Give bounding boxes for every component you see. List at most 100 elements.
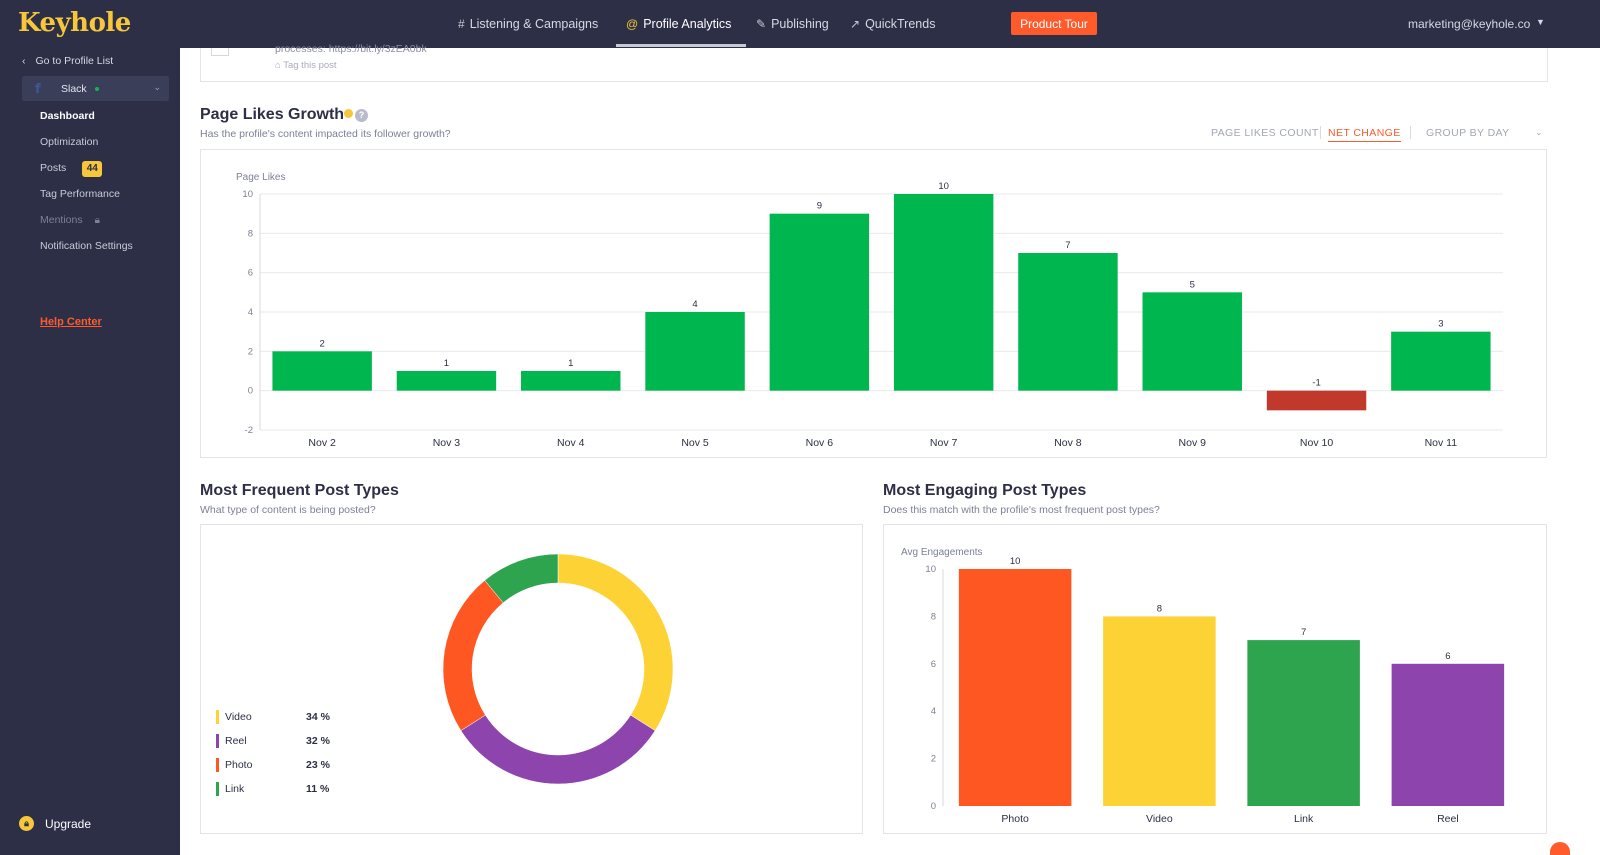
sidebar-item-optimization[interactable]: Optimization	[40, 136, 99, 148]
nav-profile-analytics[interactable]: @ Profile Analytics	[626, 0, 731, 48]
chat-widget-button[interactable]	[1550, 842, 1570, 855]
help-icon[interactable]: ?	[355, 109, 369, 122]
donut-slice	[484, 553, 559, 604]
chevron-left-icon: ‹	[22, 55, 26, 67]
lock-icon: 🔒︎	[19, 816, 34, 831]
page-likes-title-row: Page Likes Growth?	[200, 106, 369, 124]
y-tick-label: 6	[931, 659, 936, 670]
x-tick-label: Reel	[1437, 813, 1459, 825]
bar	[769, 213, 870, 391]
back-label: Go to Profile List	[35, 55, 114, 67]
post-checkbox[interactable]	[211, 48, 229, 56]
chevron-down-icon[interactable]: ▼	[1536, 17, 1545, 27]
active-nav-indicator	[616, 44, 746, 47]
y-axis-label: Avg Engagements	[901, 547, 983, 558]
page-likes-chart-card: Page Likes -2 0 2 4 6 8 10 2 Nov 2 1 Nov 3 1 Nov 4 4 No…	[200, 149, 1547, 458]
nav-label: Listening & Campaigns	[469, 17, 599, 31]
divider	[1320, 126, 1321, 139]
post-text: processes: https://bit.ly/3zEA0bk	[275, 43, 427, 55]
engaging-types-chart-card: Avg Engagements 0 2 4 6 8 10 10 Photo 8 Video 7 Link…	[883, 524, 1547, 834]
x-tick-label: Nov 7	[930, 437, 958, 449]
keyhole-logo[interactable]: Keyhole	[18, 8, 131, 38]
sidebar-item-dashboard[interactable]: Dashboard	[40, 110, 95, 122]
donut-slice	[460, 714, 656, 785]
y-tick-label: 0	[248, 386, 253, 397]
bar	[958, 569, 1072, 806]
section-subtitle: Does this match with the profile's most …	[883, 504, 1160, 516]
tag-icon: ⌂	[275, 60, 284, 71]
bar	[1142, 292, 1242, 391]
x-tick-label: Nov 11	[1425, 437, 1458, 449]
divider	[1410, 126, 1411, 139]
sidebar-item-tag-performance[interactable]: Tag Performance	[40, 188, 120, 200]
trend-chart-icon: ↗	[850, 17, 861, 31]
legend-value: 11 %	[306, 783, 330, 795]
y-axis-label: Page Likes	[236, 172, 285, 183]
help-center-link[interactable]: Help Center	[40, 316, 102, 328]
tag-post-link[interactable]: ⌂ Tag this post	[275, 60, 337, 71]
scrollbar[interactable]	[1558, 48, 1568, 855]
sidebar-item-posts[interactable]: Posts 44	[40, 161, 103, 177]
y-tick-label: 10	[925, 564, 936, 575]
upgrade-button[interactable]: 🔒︎ Upgrade	[19, 816, 91, 831]
legend-swatch	[216, 782, 219, 796]
x-tick-label: Nov 8	[1054, 437, 1082, 449]
legend-item: Video 34 %	[216, 710, 346, 724]
tag-post-label: Tag this post	[283, 60, 337, 71]
x-tick-label: Nov 10	[1300, 437, 1333, 449]
at-icon: @	[626, 17, 639, 31]
legend-value: 23 %	[306, 759, 330, 771]
y-tick-label: 8	[248, 228, 253, 239]
legend-swatch	[216, 758, 219, 772]
bar	[396, 371, 497, 391]
group-by-day-select[interactable]: GROUP BY DAY	[1426, 127, 1510, 139]
sidebar-item-notification-settings[interactable]: Notification Settings	[40, 240, 133, 252]
y-tick-label: 4	[248, 307, 253, 318]
x-tick-label: Nov 5	[681, 437, 709, 449]
post-types-donut-chart	[442, 553, 674, 785]
highlight-dot	[344, 109, 354, 118]
back-to-profile-list[interactable]: ‹ Go to Profile List	[22, 55, 113, 67]
y-tick-label: 4	[931, 706, 936, 717]
bar	[1247, 640, 1360, 806]
x-tick-label: Photo	[1001, 813, 1029, 825]
upgrade-label: Upgrade	[45, 816, 92, 831]
sidebar-item-mentions[interactable]: Mentions 🔒︎	[40, 214, 100, 226]
previous-post-card: processes: https://bit.ly/3zEA0bk ⌂ Tag …	[200, 43, 1548, 82]
sidebar-item-label: Posts	[40, 162, 67, 174]
x-tick-label: Nov 3	[433, 437, 461, 449]
y-tick-label: 2	[931, 754, 936, 765]
legend-label: Link	[225, 783, 245, 795]
toggle-net-change[interactable]: NET CHANGE	[1328, 127, 1401, 142]
nav-publishing[interactable]: ✎ Publishing	[756, 0, 829, 48]
toggle-page-likes-count[interactable]: PAGE LIKES COUNT	[1211, 127, 1319, 139]
profile-name: Slack	[61, 83, 87, 95]
donut-slice	[442, 580, 504, 731]
x-tick-label: Nov 9	[1179, 437, 1207, 449]
data-label: 9	[817, 201, 822, 212]
legend-label: Photo	[225, 759, 253, 771]
sidebar-item-label: Mentions	[40, 214, 83, 226]
data-label: 8	[1157, 603, 1162, 614]
bar	[1103, 616, 1216, 806]
section-subtitle: What type of content is being posted?	[200, 504, 376, 516]
top-bar: Keyhole # Listening & Campaigns @ Profil…	[0, 0, 1600, 48]
data-label: -1	[1312, 378, 1320, 389]
legend-label: Video	[225, 711, 252, 723]
x-tick-label: Nov 6	[806, 437, 834, 449]
y-tick-label: 10	[242, 189, 253, 200]
section-title: Page Likes Growth	[200, 106, 345, 123]
data-label: 6	[1445, 651, 1450, 662]
nav-listening-campaigns[interactable]: # Listening & Campaigns	[458, 0, 598, 48]
profile-selector[interactable]: f Slack ⌄	[22, 76, 169, 101]
nav-quicktrends[interactable]: ↗ QuickTrends	[850, 0, 935, 48]
account-email[interactable]: marketing@keyhole.co	[1408, 17, 1531, 31]
section-title: Most Frequent Post Types	[200, 482, 399, 499]
data-label: 5	[1190, 279, 1195, 290]
bar	[521, 371, 621, 391]
chevron-down-icon[interactable]: ⌄	[1535, 127, 1543, 137]
legend-value: 32 %	[306, 735, 330, 747]
bar	[1018, 253, 1118, 391]
product-tour-button[interactable]: Product Tour	[1011, 12, 1097, 35]
x-tick-label: Nov 4	[557, 437, 585, 449]
